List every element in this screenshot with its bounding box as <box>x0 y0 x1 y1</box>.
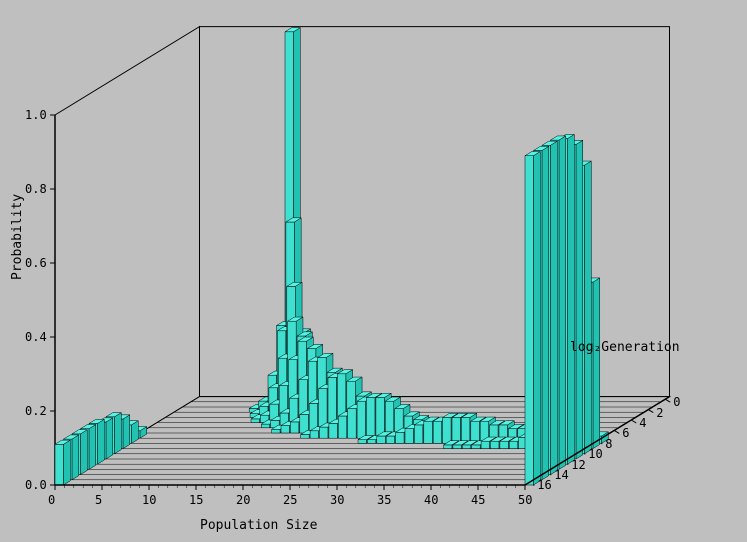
y-tick-label: 1.0 <box>25 108 47 122</box>
z-tick-label: 10 <box>588 447 602 461</box>
z-axis-label: log₂Generation <box>570 340 680 355</box>
x-tick-label: 15 <box>189 493 203 507</box>
y-tick-label: 0.8 <box>25 182 47 196</box>
z-tick-label: 6 <box>622 426 629 440</box>
x-tick-label: 5 <box>95 493 102 507</box>
y-tick-label: 0.4 <box>25 330 47 344</box>
z-tick-label: 0 <box>673 395 680 409</box>
x-axis-label: Population Size <box>200 518 317 533</box>
x-tick-label: 10 <box>142 493 156 507</box>
z-tick-label: 4 <box>639 416 646 430</box>
z-tick-label: 2 <box>656 406 663 420</box>
chart-svg <box>0 0 747 542</box>
x-tick-label: 40 <box>424 493 438 507</box>
z-tick-label: 12 <box>571 458 585 472</box>
y-tick-label: 0.2 <box>25 404 47 418</box>
x-tick-label: 30 <box>330 493 344 507</box>
y-tick-label: 0.6 <box>25 256 47 270</box>
x-tick-label: 35 <box>377 493 391 507</box>
x-tick-label: 25 <box>283 493 297 507</box>
chart-container: K = 50, N = 10, C = 1, b = 0.2, d = 0.1 … <box>0 0 747 542</box>
x-tick-label: 45 <box>471 493 485 507</box>
z-tick-label: 8 <box>605 437 612 451</box>
x-tick-label: 0 <box>48 493 55 507</box>
z-tick-label: 16 <box>537 478 551 492</box>
y-tick-label: 0.0 <box>25 478 47 492</box>
y-axis-label: Probability <box>10 194 25 280</box>
z-tick-label: 14 <box>554 468 568 482</box>
x-tick-label: 50 <box>518 493 532 507</box>
x-tick-label: 20 <box>236 493 250 507</box>
